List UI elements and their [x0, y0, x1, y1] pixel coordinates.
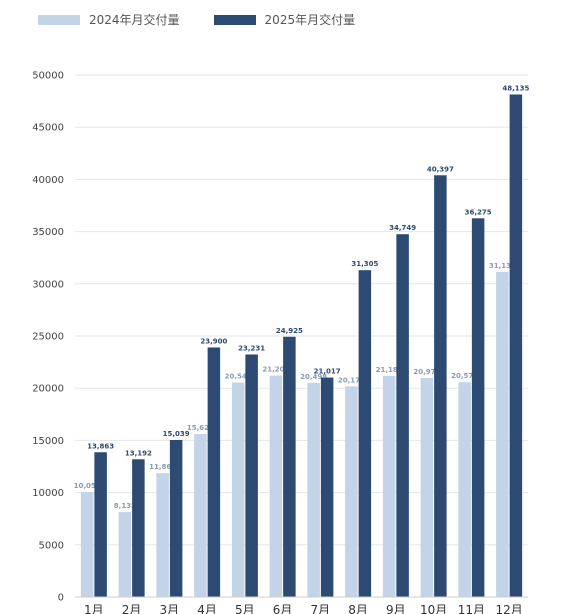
bar-2025: [509, 94, 523, 598]
bar-2025: [207, 347, 221, 597]
y-tick-label: 25000: [32, 332, 64, 343]
bar-2024: [231, 382, 245, 597]
x-tick-label: 10月: [420, 603, 447, 614]
legend-label-2024: 2024年月交付量: [89, 13, 180, 27]
data-label: 10,055: [74, 482, 101, 490]
y-tick-label: 35000: [32, 227, 64, 238]
x-tick-label: 7月: [311, 603, 331, 614]
data-label: 11,866: [149, 463, 176, 471]
data-label: 23,231: [238, 344, 265, 352]
legend-item-2025: 2025年月交付量: [213, 11, 356, 28]
x-tick-label: 11月: [458, 603, 485, 614]
bar-2025: [396, 234, 409, 597]
legend-swatch-2024: [38, 14, 80, 25]
x-tick-label: 4月: [197, 603, 217, 614]
bar-2024: [496, 271, 509, 597]
data-label: 20,498: [300, 373, 327, 381]
data-label: 13,192: [125, 449, 152, 457]
bar-2024: [80, 492, 94, 597]
bar-2024: [345, 386, 358, 597]
bar-2024: [118, 512, 132, 597]
data-label: 13,863: [87, 442, 114, 450]
y-tick-label: 30000: [32, 279, 64, 290]
y-tick-label: 5000: [39, 540, 64, 551]
bar-2025: [471, 218, 485, 597]
bar-2025: [283, 336, 296, 597]
data-label: 31,305: [351, 260, 378, 268]
data-label: 15,039: [163, 430, 190, 438]
data-label: 24,925: [276, 327, 303, 335]
bar-2024: [269, 375, 283, 597]
data-label: 8,132: [114, 502, 136, 510]
y-tick-label: 50000: [32, 71, 64, 82]
bar-2025: [245, 354, 258, 597]
data-label: 40,397: [427, 165, 454, 173]
data-label: 20,575: [451, 372, 478, 380]
y-tick-label: 10000: [32, 488, 64, 499]
bar-2024: [382, 375, 396, 597]
y-tick-label: 20000: [32, 384, 64, 395]
x-tick-label: 2月: [122, 603, 142, 614]
data-label: 15,620: [187, 424, 214, 432]
x-tick-label: 5月: [235, 603, 255, 614]
bar-2024: [458, 382, 471, 597]
legend-swatch-2025: [213, 14, 256, 25]
y-tick-label: 45000: [32, 123, 64, 134]
bar-2024: [307, 383, 320, 597]
data-label: 20,976: [413, 368, 440, 376]
data-label: 21,017: [314, 368, 341, 376]
x-tick-label: 12月: [495, 603, 522, 614]
data-label: 20,544: [225, 373, 252, 381]
x-tick-label: 1月: [84, 603, 104, 614]
bar-2025: [169, 439, 183, 597]
bar-2025: [358, 270, 372, 597]
bar-2025: [132, 459, 145, 597]
x-tick-label: 3月: [160, 603, 180, 614]
bar-2024: [156, 473, 169, 597]
bar-2025: [94, 452, 107, 597]
bar-2025: [434, 175, 447, 598]
data-label: 21,181: [376, 366, 403, 374]
x-tick-label: 8月: [348, 603, 368, 614]
data-label: 23,900: [200, 337, 227, 345]
data-label: 20,176: [338, 376, 365, 384]
legend-item-2024: 2024年月交付量: [38, 11, 180, 28]
data-label: 36,275: [465, 208, 492, 216]
chart-legend: 2024年月交付量 2025年月交付量: [38, 11, 355, 28]
data-label: 34,749: [389, 224, 416, 232]
data-label: 31,138: [489, 262, 516, 270]
data-label: 21,209: [262, 366, 289, 374]
y-tick-label: 15000: [32, 436, 64, 447]
x-tick-label: 6月: [273, 603, 293, 614]
bar-2024: [420, 378, 434, 597]
bar-2025: [320, 377, 334, 597]
y-tick-label: 40000: [32, 175, 64, 186]
legend-label-2025: 2025年月交付量: [264, 13, 356, 27]
y-tick-label: 0: [58, 593, 64, 604]
x-tick-label: 9月: [386, 603, 406, 614]
bar-2024: [194, 433, 207, 597]
data-label: 48,135: [502, 84, 529, 92]
